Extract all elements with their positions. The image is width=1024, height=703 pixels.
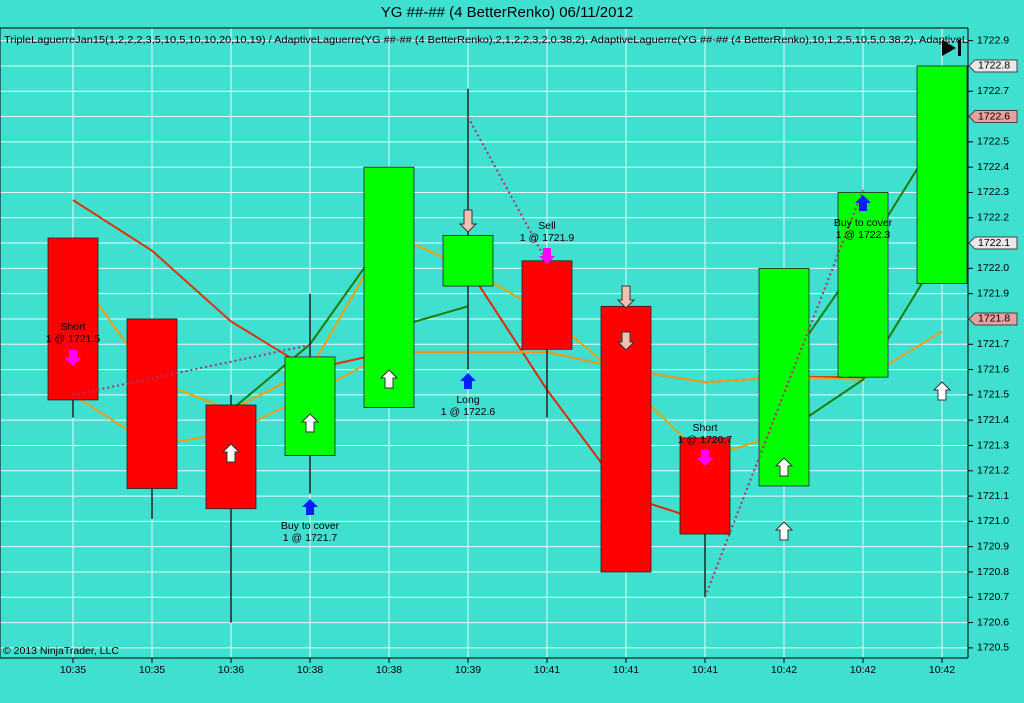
y-tick-label: 1720.6: [977, 616, 1009, 628]
price-marker-label: 1721.8: [978, 313, 1010, 325]
y-tick-label: 1722.2: [977, 212, 1009, 224]
copyright: © 2013 NinjaTrader, LLC: [3, 645, 119, 657]
x-tick-label: 10:35: [60, 664, 86, 676]
candle-body: [758, 267, 810, 487]
candle-body: [442, 235, 494, 287]
x-tick-label: 10:39: [455, 664, 481, 676]
hollow-arrow: [774, 521, 794, 541]
y-tick-label: 1720.5: [977, 642, 1009, 654]
y-tick-label: 1721.7: [977, 338, 1009, 350]
y-tick-label: 1721.2: [977, 465, 1009, 477]
cover-arrow: [302, 499, 318, 515]
scroll-end-icon[interactable]: [942, 40, 961, 56]
y-tick-label: 1722.3: [977, 186, 1009, 198]
y-tick-label: 1721.6: [977, 363, 1009, 375]
hollow-arrow: [221, 443, 241, 463]
short-arrow: [65, 350, 81, 366]
y-tick-label: 1721.9: [977, 287, 1009, 299]
trade-label: 1 @ 1721.9: [520, 232, 575, 244]
x-tick-label: 10:41: [613, 664, 639, 676]
hollow-arrow: [774, 457, 794, 477]
candle-body: [126, 318, 178, 489]
sell-arrow: [539, 248, 555, 264]
trade-label: Short: [692, 422, 717, 434]
price-marker: [968, 110, 1018, 124]
y-tick-label: 1721.0: [977, 515, 1009, 527]
price-marker: [968, 312, 1018, 326]
price-marker-label: 1722.6: [978, 110, 1010, 122]
hollow-arrow: [932, 381, 952, 401]
signal-arrows: [65, 40, 961, 541]
x-tick-label: 10:41: [692, 664, 718, 676]
price-marker: [968, 59, 1018, 73]
trade-label: Sell: [538, 220, 556, 232]
y-tick-label: 1722.4: [977, 161, 1009, 173]
indicator-line: [72, 231, 785, 460]
y-tick-label: 1722.0: [977, 262, 1009, 274]
long-arrow: [460, 373, 476, 389]
y-tick-label: 1722.7: [977, 85, 1009, 97]
price-marker: [968, 236, 1018, 250]
candle-body: [47, 237, 99, 401]
trade-line: [72, 344, 311, 396]
x-tick-label: 10:35: [139, 664, 165, 676]
hollow-arrow: [458, 209, 478, 233]
trade-label: 1 @ 1722.3: [836, 229, 891, 241]
short-arrow: [697, 450, 713, 466]
candle-body: [916, 65, 968, 284]
trade-label: 1 @ 1721.7: [283, 532, 338, 544]
x-tick-label: 10:42: [850, 664, 876, 676]
trade-label: 1 @ 1722.6: [441, 406, 496, 418]
candle-body: [284, 356, 336, 456]
trade-label: Buy to cover: [834, 217, 893, 229]
y-tick-label: 1720.9: [977, 540, 1009, 552]
price-marker-label: 1722.1: [978, 237, 1010, 249]
y-tick-label: 1721.4: [977, 414, 1009, 426]
candle-body: [363, 166, 415, 408]
y-tick-label: 1722.5: [977, 136, 1009, 148]
x-tick-label: 10:42: [771, 664, 797, 676]
hollow-arrow: [616, 285, 636, 309]
trade-label: Buy to cover: [281, 520, 340, 532]
trade-label: 1 @ 1720.7: [678, 434, 733, 446]
price-marker-label: 1722.8: [978, 60, 1010, 72]
trade-label: Short: [60, 321, 85, 333]
y-tick-label: 1722.9: [977, 34, 1009, 46]
trade-label: Long: [456, 394, 480, 406]
hollow-arrow: [300, 413, 320, 433]
hollow-arrow: [379, 369, 399, 389]
indicator-caption: TripleLaguerreJan15(1,2,2,2,3,5,10,5,10,…: [4, 34, 968, 46]
trade-lines: [72, 116, 864, 598]
x-tick-label: 10:41: [534, 664, 560, 676]
cover-arrow: [855, 195, 871, 211]
y-tick-label: 1721.5: [977, 389, 1009, 401]
y-tick-label: 1721.1: [977, 490, 1009, 502]
y-tick-label: 1720.8: [977, 566, 1009, 578]
y-tick-label: 1721.3: [977, 439, 1009, 451]
x-tick-label: 10:38: [376, 664, 402, 676]
candle-body: [521, 260, 573, 350]
indicator-line: [467, 267, 706, 523]
hollow-arrow: [616, 331, 636, 351]
x-tick-label: 10:36: [218, 664, 244, 676]
y-tick-label: 1720.7: [977, 591, 1009, 603]
x-tick-label: 10:42: [929, 664, 955, 676]
candle-body: [837, 192, 889, 378]
x-tick-label: 10:38: [297, 664, 323, 676]
chart-title: YG ##-## (4 BetterRenko) 06/11/2012: [381, 4, 633, 21]
trade-label: 1 @ 1721.5: [46, 333, 101, 345]
